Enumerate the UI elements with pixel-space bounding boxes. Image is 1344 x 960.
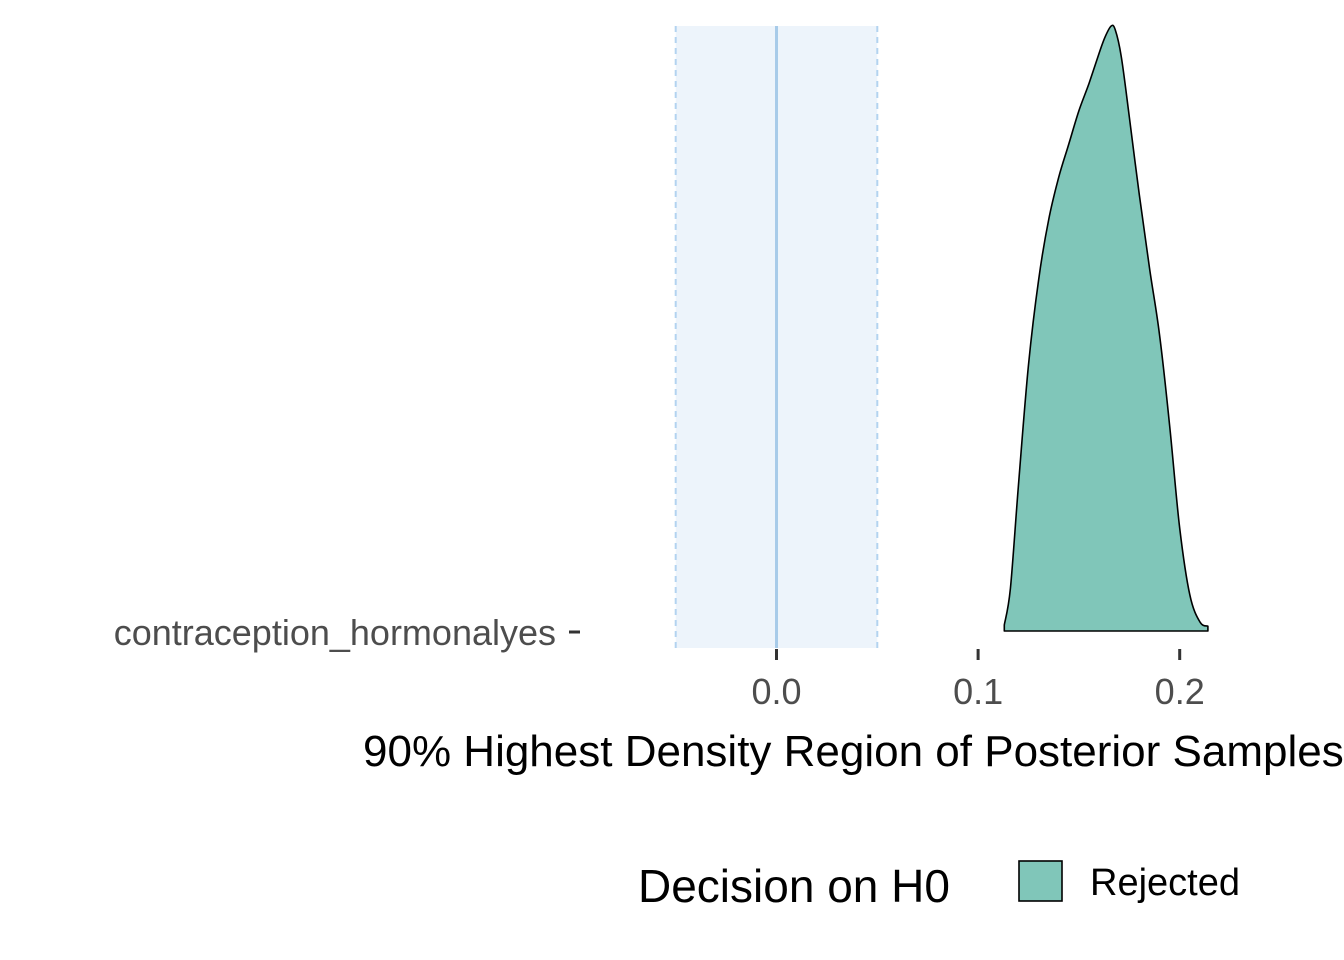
density-ridge-rejected (1003, 24, 1209, 632)
x-tick-label: 0.0 (751, 671, 801, 712)
legend-title: Decision on H0 (638, 860, 950, 912)
series-layer (1003, 24, 1209, 632)
legend-key-rejected (1018, 860, 1063, 902)
x-axis-title: 90% Highest Density Region of Posterior … (363, 727, 1344, 776)
x-axis: 0.0 0.1 0.2 (751, 649, 1205, 712)
legend-label-rejected: Rejected (1090, 862, 1240, 904)
x-tick-label: 0.2 (1155, 671, 1205, 712)
x-tick-label: 0.1 (953, 671, 1003, 712)
y-tick-label: contraception_hormonalyes (114, 612, 556, 653)
y-axis: contraception_hormonalyes (114, 612, 580, 653)
legend: Decision on H0 Rejected (638, 860, 1240, 912)
